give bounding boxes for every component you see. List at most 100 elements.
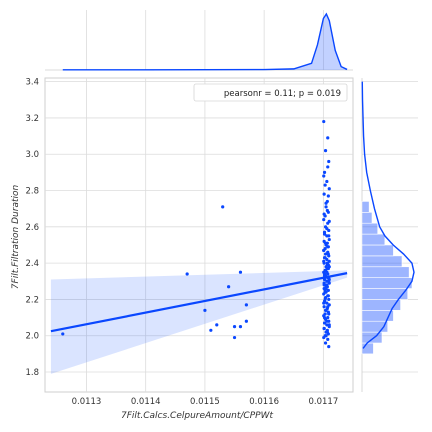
scatter-point bbox=[322, 326, 326, 331]
scatter-point bbox=[323, 252, 328, 256]
x-tick-labels: 0.0113 0.0114 0.0115 0.0116 0.0117 bbox=[72, 397, 339, 407]
x-kde-curve bbox=[62, 12, 348, 71]
y-axis-label: 7Filt.Filtration Duration bbox=[11, 185, 21, 290]
scatter-point bbox=[185, 272, 189, 276]
scatter-point bbox=[325, 301, 329, 305]
x-tick-label: 0.0113 bbox=[72, 397, 102, 407]
x-tick-label: 0.0116 bbox=[249, 397, 279, 407]
histogram-bar bbox=[361, 212, 373, 224]
histogram-bar bbox=[361, 222, 379, 235]
scatter-point bbox=[322, 321, 327, 325]
scatter-point bbox=[324, 205, 328, 209]
scatter-point bbox=[244, 319, 248, 323]
scatter-point bbox=[215, 323, 219, 327]
y-tick-label: 3.2 bbox=[25, 114, 39, 124]
scatter-point bbox=[327, 159, 331, 164]
scatter-point bbox=[61, 332, 65, 336]
x-tick-label: 0.0115 bbox=[190, 397, 220, 407]
scatter-point bbox=[325, 227, 329, 231]
scatter-point bbox=[238, 325, 243, 329]
x-tick-label: 0.0117 bbox=[309, 397, 339, 407]
y-tick-label: 2.6 bbox=[25, 223, 39, 233]
x-kde-fill bbox=[62, 14, 348, 70]
scatter-point bbox=[322, 192, 326, 196]
scatter-point bbox=[326, 252, 330, 256]
histogram-bar bbox=[361, 244, 394, 257]
scatter-point bbox=[232, 325, 237, 329]
scatter-point bbox=[322, 277, 327, 282]
scatter-point bbox=[327, 237, 331, 242]
top-marginal-grid bbox=[45, 10, 353, 71]
scatter-point bbox=[327, 279, 331, 283]
scatter-point bbox=[322, 305, 326, 309]
scatter-point bbox=[322, 292, 326, 296]
scatter-point bbox=[221, 205, 225, 209]
regression-line bbox=[50, 272, 348, 333]
scatter-point bbox=[327, 323, 331, 327]
scatter-point bbox=[326, 294, 330, 298]
y-tick-label: 2.2 bbox=[25, 295, 39, 305]
scatter-point bbox=[327, 265, 331, 269]
histogram-bar bbox=[361, 288, 409, 300]
right-marginal-panel bbox=[361, 78, 418, 392]
scatter-point bbox=[232, 335, 237, 340]
scatter-point bbox=[209, 328, 213, 332]
scatter-point bbox=[322, 335, 326, 340]
scatter-point bbox=[323, 183, 327, 187]
scatter-point bbox=[322, 230, 327, 234]
scatter-point bbox=[326, 165, 330, 169]
y-tick-label: 2.0 bbox=[25, 332, 39, 342]
scatter-point bbox=[327, 187, 331, 191]
main-scatter-panel: 0.0113 0.0114 0.0115 0.0116 0.0117 1.8 2.0 2.2… bbox=[11, 77, 354, 421]
scatter-point bbox=[244, 303, 248, 307]
scatter-point bbox=[327, 219, 331, 223]
regression-confidence-band bbox=[50, 270, 348, 374]
scatter-point bbox=[326, 288, 330, 292]
legend-box: pearsonr = 0.11; p = 0.019 bbox=[193, 83, 348, 102]
top-marginal-panel bbox=[45, 10, 353, 71]
scatter-point bbox=[322, 217, 326, 222]
scatter-point bbox=[238, 270, 243, 274]
scatter-point bbox=[325, 261, 329, 265]
histogram-bar bbox=[361, 201, 370, 213]
scatter-point bbox=[327, 312, 331, 316]
scatter-point bbox=[323, 268, 328, 272]
scatter-point bbox=[325, 330, 329, 334]
scatter-point bbox=[327, 297, 331, 302]
y-tick-label: 3.4 bbox=[25, 78, 39, 88]
scatter-point bbox=[323, 256, 327, 260]
scatter-point bbox=[323, 297, 327, 302]
scatter-point bbox=[322, 212, 326, 216]
scatter-point bbox=[326, 315, 330, 320]
scatter-point bbox=[325, 179, 329, 184]
scatter-point bbox=[325, 283, 329, 287]
y-tick-label: 2.4 bbox=[25, 259, 39, 269]
scatter-point bbox=[324, 334, 328, 338]
scatter-point bbox=[326, 276, 330, 280]
main-plot-area bbox=[44, 77, 354, 393]
scatter-points bbox=[61, 119, 331, 349]
scatter-point bbox=[322, 170, 327, 174]
pearsonr-annotation: pearsonr = 0.11; p = 0.019 bbox=[224, 89, 341, 99]
scatter-point bbox=[322, 315, 327, 320]
scatter-point bbox=[322, 281, 326, 285]
scatter-point bbox=[326, 305, 330, 309]
scatter-point bbox=[326, 194, 330, 198]
scatter-point bbox=[323, 149, 328, 153]
histogram-bar bbox=[361, 255, 403, 268]
scatter-point bbox=[325, 319, 329, 323]
scatter-point bbox=[203, 308, 207, 312]
scatter-point bbox=[227, 285, 231, 289]
scatter-point bbox=[322, 286, 326, 291]
scatter-point bbox=[325, 323, 329, 327]
scatter-point bbox=[327, 345, 331, 349]
scatter-point bbox=[327, 234, 331, 238]
scatter-point bbox=[326, 136, 330, 140]
histogram-bar bbox=[361, 277, 413, 289]
scatter-point bbox=[322, 301, 326, 305]
scatter-point bbox=[324, 290, 328, 294]
y-tick-label: 2.8 bbox=[25, 187, 39, 197]
x-tick-label: 0.0114 bbox=[131, 397, 161, 407]
x-axis-label: 7Filt.Calcs.CelpureAmount/CPPWt bbox=[121, 411, 274, 421]
